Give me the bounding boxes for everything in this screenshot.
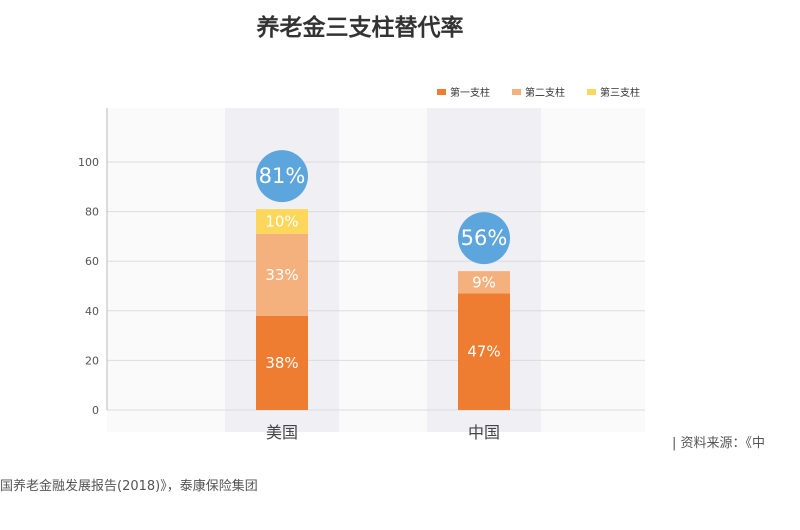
gridlines [107, 161, 645, 411]
x-category-label: 美国 [266, 423, 298, 442]
source-note-right: | 资料来源：《中 [672, 436, 766, 451]
bar-value-label: 38% [265, 354, 298, 372]
total-bubble-中国 [458, 212, 510, 265]
legend-label: 第二支柱 [525, 86, 565, 99]
total-bubble-美国 [256, 150, 308, 203]
legend-swatch [437, 89, 446, 95]
x-category-label: 中国 [468, 423, 500, 442]
plot-background [107, 108, 645, 432]
chart-title: 养老金三支柱替代率 [256, 15, 464, 41]
bar-中国-第二支柱 [458, 271, 510, 294]
bar-value-label: 33% [265, 266, 298, 284]
y-tick-label: 20 [85, 354, 99, 367]
bar-value-label: 10% [265, 213, 298, 231]
y-tick-label: 0 [92, 404, 99, 417]
legend-label: 第三支柱 [600, 86, 640, 99]
total-label: 81% [259, 164, 306, 188]
total-label: 56% [461, 226, 508, 250]
bar-labels: 38% 33% 10% 81% 美国 47% 9% 56% 中国 [256, 150, 510, 442]
bar-美国-第三支柱 [256, 209, 308, 234]
legend-swatch [587, 89, 596, 95]
y-tick-label: 80 [85, 206, 99, 219]
bars [256, 209, 510, 410]
bar-美国-第二支柱 [256, 233, 308, 316]
bar-中国-第一支柱 [458, 293, 510, 410]
plot-panel [107, 108, 645, 432]
y-tick-label: 100 [78, 156, 99, 169]
y-tick-label: 60 [85, 255, 99, 268]
y-axis: 0 20 40 60 80 100 [78, 108, 108, 417]
legend: 第一支柱 第二支柱 第三支柱 [437, 86, 640, 99]
bar-value-label: 9% [472, 273, 496, 291]
legend-label: 第一支柱 [450, 86, 490, 99]
bar-value-label: 47% [467, 343, 500, 361]
legend-swatch [512, 89, 521, 95]
y-tick-label: 40 [85, 305, 99, 318]
bar-美国-第一支柱 [256, 315, 308, 410]
source-note-bottom: 国养老金融发展报告(2018)》，泰康保险集团 [0, 479, 258, 494]
